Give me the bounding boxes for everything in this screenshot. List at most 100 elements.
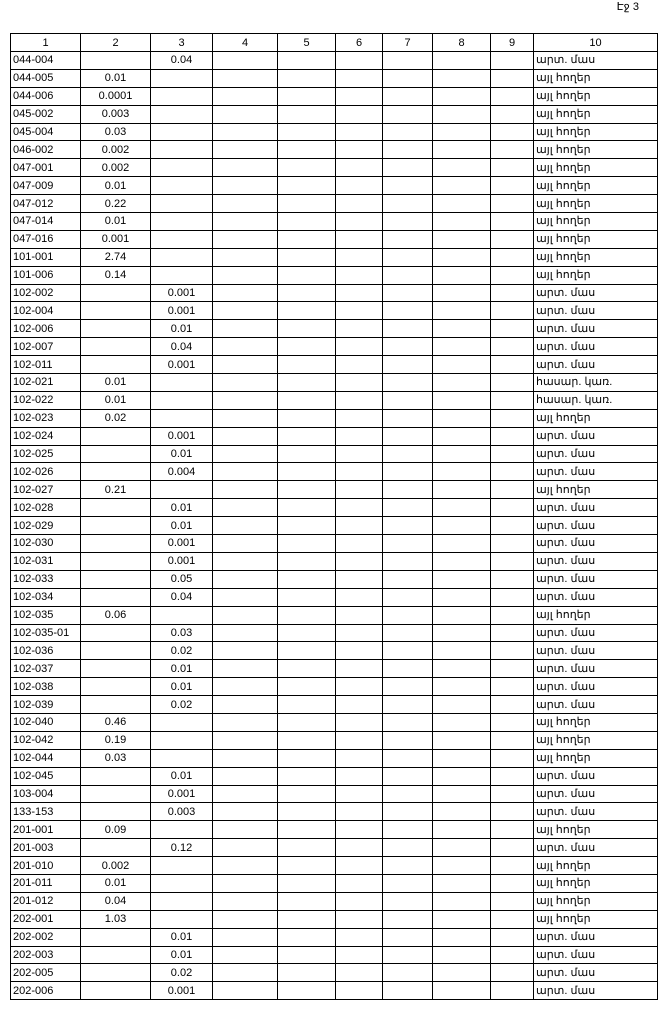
land-use: այլ հողեր — [533, 730, 658, 750]
empty-cell — [212, 963, 278, 983]
empty-cell — [382, 784, 433, 804]
empty-cell — [490, 802, 534, 822]
parcel-id: 044-006 — [10, 86, 81, 106]
land-use: այլ հողեր — [533, 856, 658, 875]
empty-cell — [382, 355, 433, 375]
area-col2: 0.04 — [80, 891, 151, 911]
empty-cell — [335, 86, 383, 106]
empty-cell — [382, 122, 433, 142]
empty-cell — [335, 498, 383, 518]
empty-cell — [335, 909, 383, 929]
land-use: այլ հողեր — [533, 247, 658, 267]
parcel-id: 202-005 — [10, 963, 81, 983]
empty-cell — [432, 587, 491, 607]
area-col2: 0.22 — [80, 194, 151, 214]
empty-cell — [335, 158, 383, 178]
empty-cell — [335, 569, 383, 589]
header-cell: 8 — [432, 33, 491, 52]
empty-cell — [335, 516, 383, 536]
area-col3: 0.01 — [150, 659, 213, 679]
empty-cell — [382, 677, 433, 697]
table-row: 102-038 0.01 արտ. մաս — [10, 677, 658, 697]
empty-cell — [277, 820, 336, 840]
empty-cell — [277, 516, 336, 536]
table-row: 102-006 0.01 արտ. մաս — [10, 319, 658, 339]
land-use: արտ. մաս — [533, 587, 658, 607]
area-col3 — [150, 68, 213, 88]
area-col2: 0.21 — [80, 480, 151, 500]
empty-cell — [212, 319, 278, 339]
area-col3: 0.04 — [150, 51, 213, 70]
empty-cell — [432, 981, 491, 1001]
empty-cell — [432, 194, 491, 214]
area-col2: 0.002 — [80, 140, 151, 160]
area-col2 — [80, 927, 151, 947]
land-use: այլ հողեր — [533, 408, 658, 428]
land-use: արտ. մաս — [533, 301, 658, 321]
empty-cell — [277, 909, 336, 929]
empty-cell — [212, 712, 278, 732]
empty-cell — [277, 176, 336, 196]
empty-cell — [432, 927, 491, 947]
empty-cell — [335, 695, 383, 714]
area-col2 — [80, 838, 151, 858]
parcel-id: 102-031 — [10, 551, 81, 571]
empty-cell — [432, 730, 491, 750]
empty-cell — [382, 247, 433, 267]
table-row: 046-002 0.002 այլ հողեր — [10, 140, 658, 160]
parcel-id: 102-030 — [10, 534, 81, 553]
table-row: 201-003 0.12 արտ. մաս — [10, 838, 658, 858]
empty-cell — [432, 498, 491, 518]
table-row: 102-033 0.05 արտ. մաս — [10, 569, 658, 589]
area-col2 — [80, 766, 151, 786]
land-use: արտ. մաս — [533, 551, 658, 571]
empty-cell — [277, 712, 336, 732]
area-col3 — [150, 140, 213, 160]
land-use: արտ. մաս — [533, 534, 658, 553]
table-row: 102-026 0.004 արտ. մաս — [10, 462, 658, 482]
empty-cell — [212, 641, 278, 661]
empty-cell — [490, 426, 534, 446]
empty-cell — [490, 534, 534, 553]
empty-cell — [277, 373, 336, 392]
empty-cell — [212, 748, 278, 768]
empty-cell — [212, 337, 278, 357]
empty-cell — [277, 695, 336, 714]
area-col3 — [150, 480, 213, 500]
table-row: 102-040 0.46 այլ հողեր — [10, 712, 658, 732]
empty-cell — [490, 68, 534, 88]
area-col3: 0.02 — [150, 963, 213, 983]
empty-cell — [277, 462, 336, 482]
empty-cell — [382, 337, 433, 357]
empty-cell — [382, 408, 433, 428]
area-col2 — [80, 551, 151, 571]
land-use: արտ. մաս — [533, 516, 658, 536]
table-row: 044-004 0.04 արտ. մաս — [10, 51, 658, 70]
area-col3 — [150, 229, 213, 249]
empty-cell — [212, 176, 278, 196]
area-col2 — [80, 498, 151, 518]
table-row: 101-001 2.74 այլ հողեր — [10, 247, 658, 267]
empty-cell — [212, 426, 278, 446]
area-col2: 0.03 — [80, 748, 151, 768]
empty-cell — [382, 104, 433, 124]
empty-cell — [382, 68, 433, 88]
land-use: հասար. կառ. — [533, 390, 658, 410]
empty-cell — [432, 408, 491, 428]
empty-cell — [432, 838, 491, 858]
empty-cell — [277, 390, 336, 410]
empty-cell — [212, 873, 278, 893]
header-cell: 9 — [490, 33, 534, 52]
table-row: 202-003 0.01 արտ. մաս — [10, 945, 658, 965]
land-use: այլ հողեր — [533, 122, 658, 142]
empty-cell — [277, 838, 336, 858]
empty-cell — [432, 641, 491, 661]
empty-cell — [212, 677, 278, 697]
empty-cell — [490, 319, 534, 339]
table-row: 202-002 0.01 արտ. մաս — [10, 927, 658, 947]
land-use: արտ. մաս — [533, 963, 658, 983]
empty-cell — [335, 873, 383, 893]
empty-cell — [432, 373, 491, 392]
empty-cell — [432, 945, 491, 965]
